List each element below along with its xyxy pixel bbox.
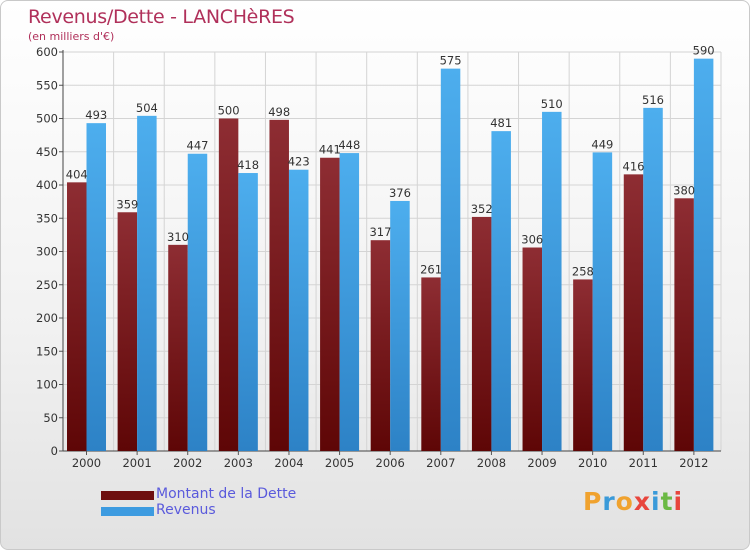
data-label-dette-2006: 317 <box>369 225 391 239</box>
x-tick-label-2003: 2003 <box>224 456 253 470</box>
legend-swatch-revenus <box>101 507 154 516</box>
y-tick-label-100: 100 <box>36 378 58 392</box>
y-tick-label-450: 450 <box>36 145 58 159</box>
y-tick-label-350: 350 <box>36 211 58 225</box>
logo-letter: i <box>651 487 661 516</box>
data-label-revenus-2008: 481 <box>490 116 512 130</box>
x-tick-label-2009: 2009 <box>527 456 556 470</box>
bar-dette-2004 <box>269 119 289 451</box>
y-tick-label-150: 150 <box>36 344 58 358</box>
data-label-dette-2007: 261 <box>420 262 442 276</box>
y-tick-label-300: 300 <box>36 245 58 259</box>
bar-dette-2002 <box>168 244 188 451</box>
bar-dette-2012 <box>674 198 694 451</box>
data-label-revenus-2003: 418 <box>237 158 259 172</box>
data-label-dette-2003: 500 <box>218 104 240 118</box>
data-label-revenus-2001: 504 <box>136 101 158 115</box>
data-label-dette-2012: 380 <box>673 183 695 197</box>
x-tick-label-2005: 2005 <box>325 456 354 470</box>
x-tick-label-2007: 2007 <box>426 456 455 470</box>
x-tick-label-2012: 2012 <box>679 456 708 470</box>
data-label-revenus-2006: 376 <box>389 186 411 200</box>
data-label-revenus-2009: 510 <box>541 97 563 111</box>
legend-label-revenus: Revenus <box>156 502 216 518</box>
data-label-revenus-2012: 590 <box>693 44 715 58</box>
bar-revenus-2011 <box>643 107 663 452</box>
logo-letter: t <box>660 487 674 516</box>
data-label-dette-2004: 498 <box>268 105 290 119</box>
x-tick-label-2001: 2001 <box>122 456 151 470</box>
data-label-revenus-2007: 575 <box>440 54 462 68</box>
y-tick-label-400: 400 <box>36 178 58 192</box>
y-tick-label-0: 0 <box>51 444 58 458</box>
data-label-dette-2008: 352 <box>471 202 493 216</box>
bar-revenus-2004 <box>288 169 309 451</box>
data-label-dette-2001: 359 <box>116 197 138 211</box>
bar-revenus-2006 <box>390 200 410 451</box>
proxiti-logo: Proxiti <box>583 487 683 516</box>
data-label-revenus-2002: 447 <box>187 139 209 153</box>
bar-dette-2010 <box>573 279 593 451</box>
bar-dette-2003 <box>218 118 239 451</box>
data-label-dette-2009: 306 <box>521 233 543 247</box>
legend-label-debt: Montant de la Dette <box>156 486 297 502</box>
bar-dette-2007 <box>421 277 441 451</box>
logo-letter: o <box>615 487 634 516</box>
data-label-revenus-2004: 423 <box>288 155 310 169</box>
bar-revenus-2000 <box>86 123 106 451</box>
logo-letter: x <box>633 487 651 516</box>
legend-swatch-debt <box>101 491 154 500</box>
x-tick-label-2011: 2011 <box>629 456 658 470</box>
data-label-dette-2010: 258 <box>572 264 594 278</box>
data-label-dette-2011: 416 <box>623 159 645 173</box>
logo-letter: P <box>583 487 603 516</box>
bar-dette-2008 <box>471 216 492 451</box>
x-tick-label-2008: 2008 <box>477 456 506 470</box>
bar-revenus-2012 <box>693 58 714 452</box>
y-tick-label-250: 250 <box>36 278 58 292</box>
x-tick-label-2000: 2000 <box>72 456 101 470</box>
data-label-revenus-2000: 493 <box>85 108 107 122</box>
data-label-dette-2002: 310 <box>167 230 189 244</box>
x-tick-label-2010: 2010 <box>578 456 607 470</box>
x-tick-label-2002: 2002 <box>173 456 202 470</box>
bar-dette-2009 <box>522 247 543 451</box>
y-tick-label-600: 600 <box>36 45 58 59</box>
bar-revenus-2001 <box>137 115 157 451</box>
data-label-revenus-2010: 449 <box>591 137 613 151</box>
bar-revenus-2005 <box>339 153 360 451</box>
bar-revenus-2008 <box>491 131 511 451</box>
bar-dette-2001 <box>117 212 138 451</box>
bar-revenus-2010 <box>592 152 613 452</box>
bar-revenus-2002 <box>187 153 208 451</box>
x-tick-label-2004: 2004 <box>274 456 303 470</box>
data-label-dette-2005: 441 <box>319 143 341 157</box>
bar-revenus-2009 <box>542 111 562 451</box>
data-label-revenus-2011: 516 <box>642 93 664 107</box>
bar-dette-2011 <box>623 174 644 452</box>
y-tick-label-50: 50 <box>43 411 58 425</box>
logo-letter: r <box>602 487 616 516</box>
bar-dette-2005 <box>320 157 340 452</box>
bar-dette-2006 <box>370 240 391 451</box>
y-tick-label-550: 550 <box>36 78 58 92</box>
bar-revenus-2003 <box>238 173 258 451</box>
bar-revenus-2007 <box>440 68 461 451</box>
data-label-revenus-2005: 448 <box>338 138 360 152</box>
y-tick-label-500: 500 <box>36 112 58 126</box>
logo-letter: i <box>673 487 684 516</box>
chart-title: Revenus/Dette - LANCHèRES <box>28 6 295 28</box>
x-tick-label-2006: 2006 <box>376 456 405 470</box>
bar-dette-2000 <box>67 182 87 451</box>
data-label-dette-2000: 404 <box>66 167 88 181</box>
y-tick-label-200: 200 <box>36 311 58 325</box>
chart-subtitle: (en milliers d'€) <box>28 30 115 43</box>
